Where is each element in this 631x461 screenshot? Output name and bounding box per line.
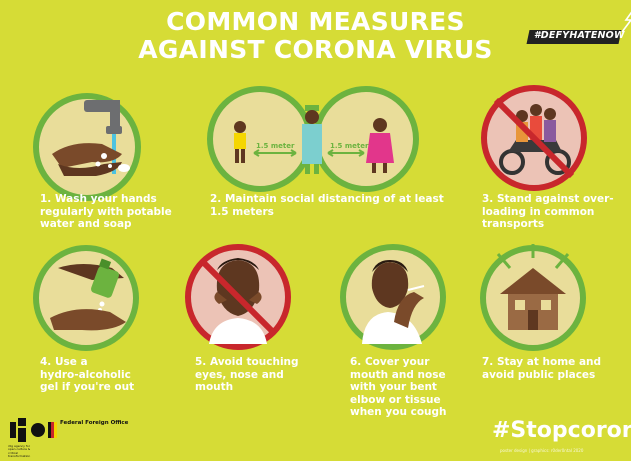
measure-4-line-1: 4. Use a [40,356,88,368]
measure-6-line-3: with your bent [350,381,437,393]
measure-6-line-1: 6. Cover your [350,356,430,368]
measure-5-line-1: 5. Avoid touching [195,356,299,368]
lightning-icon [621,11,631,33]
face-touching-icon [185,244,291,350]
social-distance-icon [207,86,419,192]
measure-5-line-3: mouth [195,381,234,393]
measure-1-line-1: 1. Wash your hands [40,193,157,205]
measure-6-caption: 6. Cover your mouth and nose with your b… [350,356,447,419]
measure-3-caption: 3. Stand against over- loading in common… [482,193,614,231]
house-icon [480,244,586,351]
credit-line: poster design | graphics: r0der0ntal 202… [500,448,584,453]
measure-4-caption: 4. Use a hydro-alcoholic gel if you're o… [40,356,134,394]
measure-7-line-2: avoid public places [482,368,596,381]
measure-1-line-2: regularly with potable [40,205,172,218]
stopcorona-hashtag: #Stopcorona [492,418,631,443]
measure-5-line-2: eyes, nose and [195,368,284,381]
overloaded-motorbike-icon [481,85,587,191]
measure-5-caption: 5. Avoid touching eyes, nose and mouth [195,356,299,394]
measure-6-line-5: when you cough [350,406,447,418]
hand-sanitizer-icon [33,245,139,351]
coughing-person-icon [340,244,446,350]
measure-3-line-2: loading in common [482,205,595,218]
campaign-tag: #DEFYHATENOW [526,11,631,46]
measure-3-line-1: 3. Stand against over- [482,193,614,205]
ngo-label: r0g agency for open culture & critical t… [8,444,31,459]
measure-4-line-3: gel if you're out [40,381,135,393]
ministry-label: Federal Foreign Office [60,420,129,426]
measure-3-line-3: transports [482,218,545,230]
measure-1-line-3: water and soap [40,218,132,230]
title-line-1: COMMON MEASURES [166,7,465,36]
measure-2-line-2: 1.5 meters [210,205,274,218]
distance-label-left: 1.5 meter [256,142,295,150]
measure-2-caption: 2. Maintain social distancing of at leas… [210,193,444,218]
campaign-tag-text: #DEFYHATENOW [534,30,625,41]
measure-6-line-2: mouth and nose [350,368,446,381]
hand-washing-icon [33,93,141,201]
measure-4-line-2: hydro-alcoholic [40,368,131,381]
measure-7-line-1: 7. Stay at home and [482,356,602,368]
title-line-2: AGAINST CORONA VIRUS [138,35,493,64]
measure-6-line-4: elbow or tissue [350,393,441,406]
distance-label-right: 1.5 meter [330,142,369,150]
measure-2-line-1: 2. Maintain social distancing of at leas… [210,193,444,205]
measure-1-caption: 1. Wash your hands regularly with potabl… [40,193,172,231]
poster-title: COMMON MEASURES AGAINST CORONA VIRUS [0,8,631,64]
ngo-logo-icon [10,418,57,442]
measure-7-caption: 7. Stay at home and avoid public places [482,356,601,381]
